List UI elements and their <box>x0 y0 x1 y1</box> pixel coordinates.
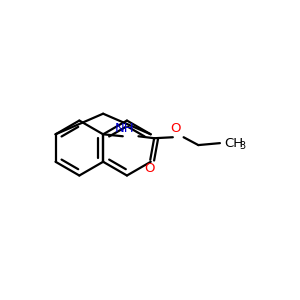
Text: 3: 3 <box>240 141 246 151</box>
Text: O: O <box>170 122 181 135</box>
Text: O: O <box>144 162 154 175</box>
Text: CH: CH <box>224 136 243 150</box>
Text: NH: NH <box>115 122 134 135</box>
